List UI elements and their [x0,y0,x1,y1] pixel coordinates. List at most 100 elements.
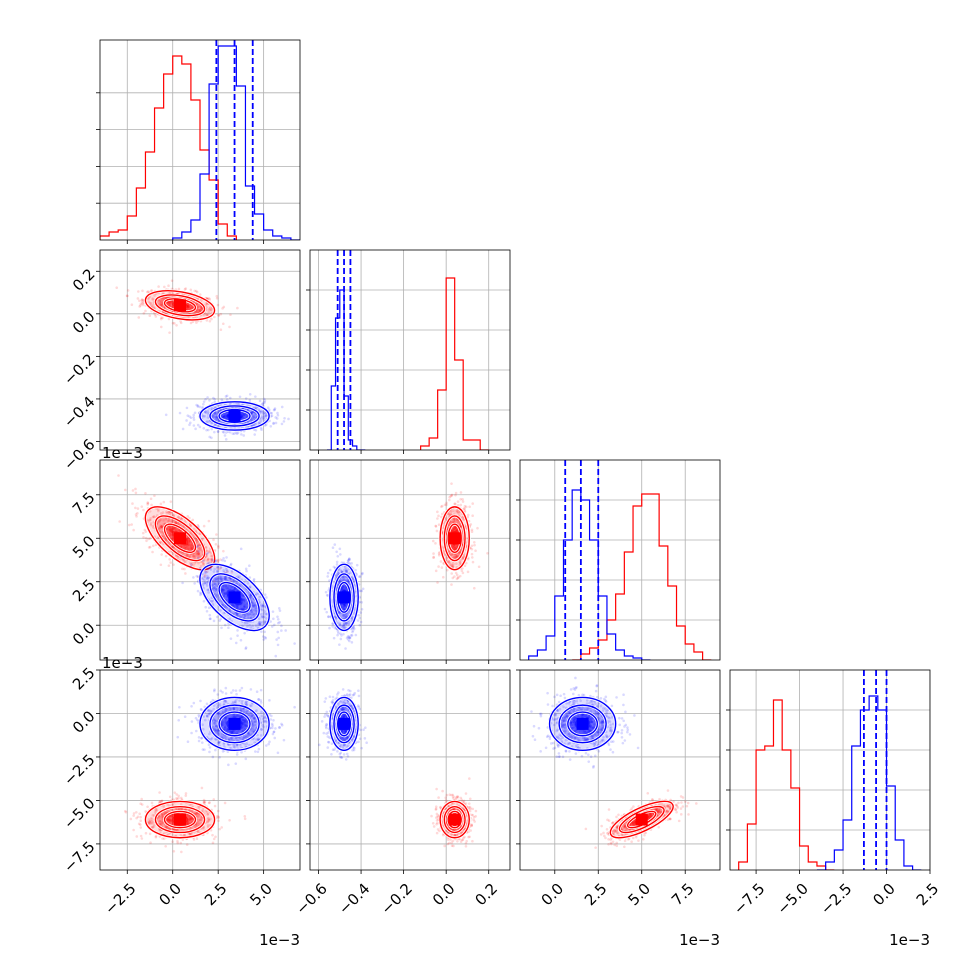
scatter-point [192,576,195,579]
scatter-point [440,566,444,569]
scatter-point [225,411,229,415]
scatter-point [195,321,198,324]
scatter-point [209,308,213,312]
scatter-point [174,521,178,524]
scatter-point [160,303,163,307]
scatter-point [236,614,240,618]
scatter-point [162,519,165,522]
scatter-point [267,408,271,412]
scatter-point [198,309,202,313]
scatter-point [212,798,216,801]
scatter-point [209,617,212,621]
scatter-point [158,519,162,522]
scatter-point [170,528,174,532]
scatter-point [160,822,163,826]
scatter-point [348,636,352,639]
scatter-point [172,514,175,517]
scatter-point [204,546,208,549]
scatter-point [118,520,121,523]
scatter-point [443,503,447,507]
scatter-point [185,553,189,557]
scatter-point [354,633,358,637]
scatter-point [219,577,222,580]
scatter-point [248,616,252,620]
scatter-point [172,527,175,531]
scatter-point [192,563,195,567]
scatter-point [197,552,200,556]
scatter-point [140,797,143,801]
scatter-point [164,517,168,521]
scatter-point [205,570,208,574]
scatter-point [154,809,158,812]
scatter-point [455,509,458,513]
scatter-point [458,574,462,578]
scatter-point [456,544,459,548]
scatter-point [212,413,216,416]
scatter-point [451,528,455,531]
scatter-point [272,421,275,425]
scatter-point [160,799,164,803]
scatter-point [453,575,456,578]
scatter-point [172,526,176,530]
scatter-point [463,509,467,512]
scatter-point [342,614,345,618]
scatter-point [272,408,276,412]
scatter-point [206,588,209,592]
scatter-point [452,527,456,530]
scatter-point [169,819,173,823]
scatter-point [198,308,201,312]
scatter-point [160,316,163,320]
scatter-point [165,512,169,515]
scatter-point [189,816,193,820]
scatter-point [456,511,460,515]
scatter-point [167,302,171,305]
scatter-point [342,622,346,625]
scatter-point [214,582,217,586]
scatter-point [256,592,260,596]
scatter-point [252,416,255,419]
scatter-point [165,527,169,530]
scatter-point [254,395,257,398]
scatter-point [148,822,152,826]
scatter-point [229,313,232,317]
scatter-point [186,822,189,826]
scatter-point [261,614,264,618]
scatter-point [341,624,345,628]
scatter-point [258,421,261,424]
scatter-point [145,290,149,294]
scatter-point [177,794,180,798]
scatter-point [444,516,448,520]
contour-line-1 [199,563,270,632]
scatter-point [191,554,195,558]
scatter-point [242,605,246,609]
scatter-point [201,577,205,581]
scatter-point [348,636,352,640]
scatter-point [263,615,266,619]
scatter-point [469,523,473,526]
scatter-point [455,577,459,581]
scatter-point [348,557,351,561]
scatter-point [186,547,190,550]
scatter-point [280,422,284,426]
scatter-point [213,315,216,319]
scatter-point [276,413,280,417]
scatter-point [151,544,155,548]
scatter-point [160,302,164,306]
scatter-point [134,506,137,510]
scatter-point [458,561,462,564]
scatter-point [192,416,195,419]
scatter-point [183,546,187,550]
scatter-point [188,538,192,542]
scatter-point [140,505,144,508]
scatter-point [221,307,224,310]
scatter-point [245,605,249,609]
scatter-point [197,305,200,308]
scatter-point [358,575,362,578]
scatter-point [466,557,470,561]
scatter-point [170,279,174,282]
scatter-point [224,591,228,595]
scatter-point [262,397,266,401]
scatter-point [259,419,263,423]
scatter-point [440,505,443,508]
